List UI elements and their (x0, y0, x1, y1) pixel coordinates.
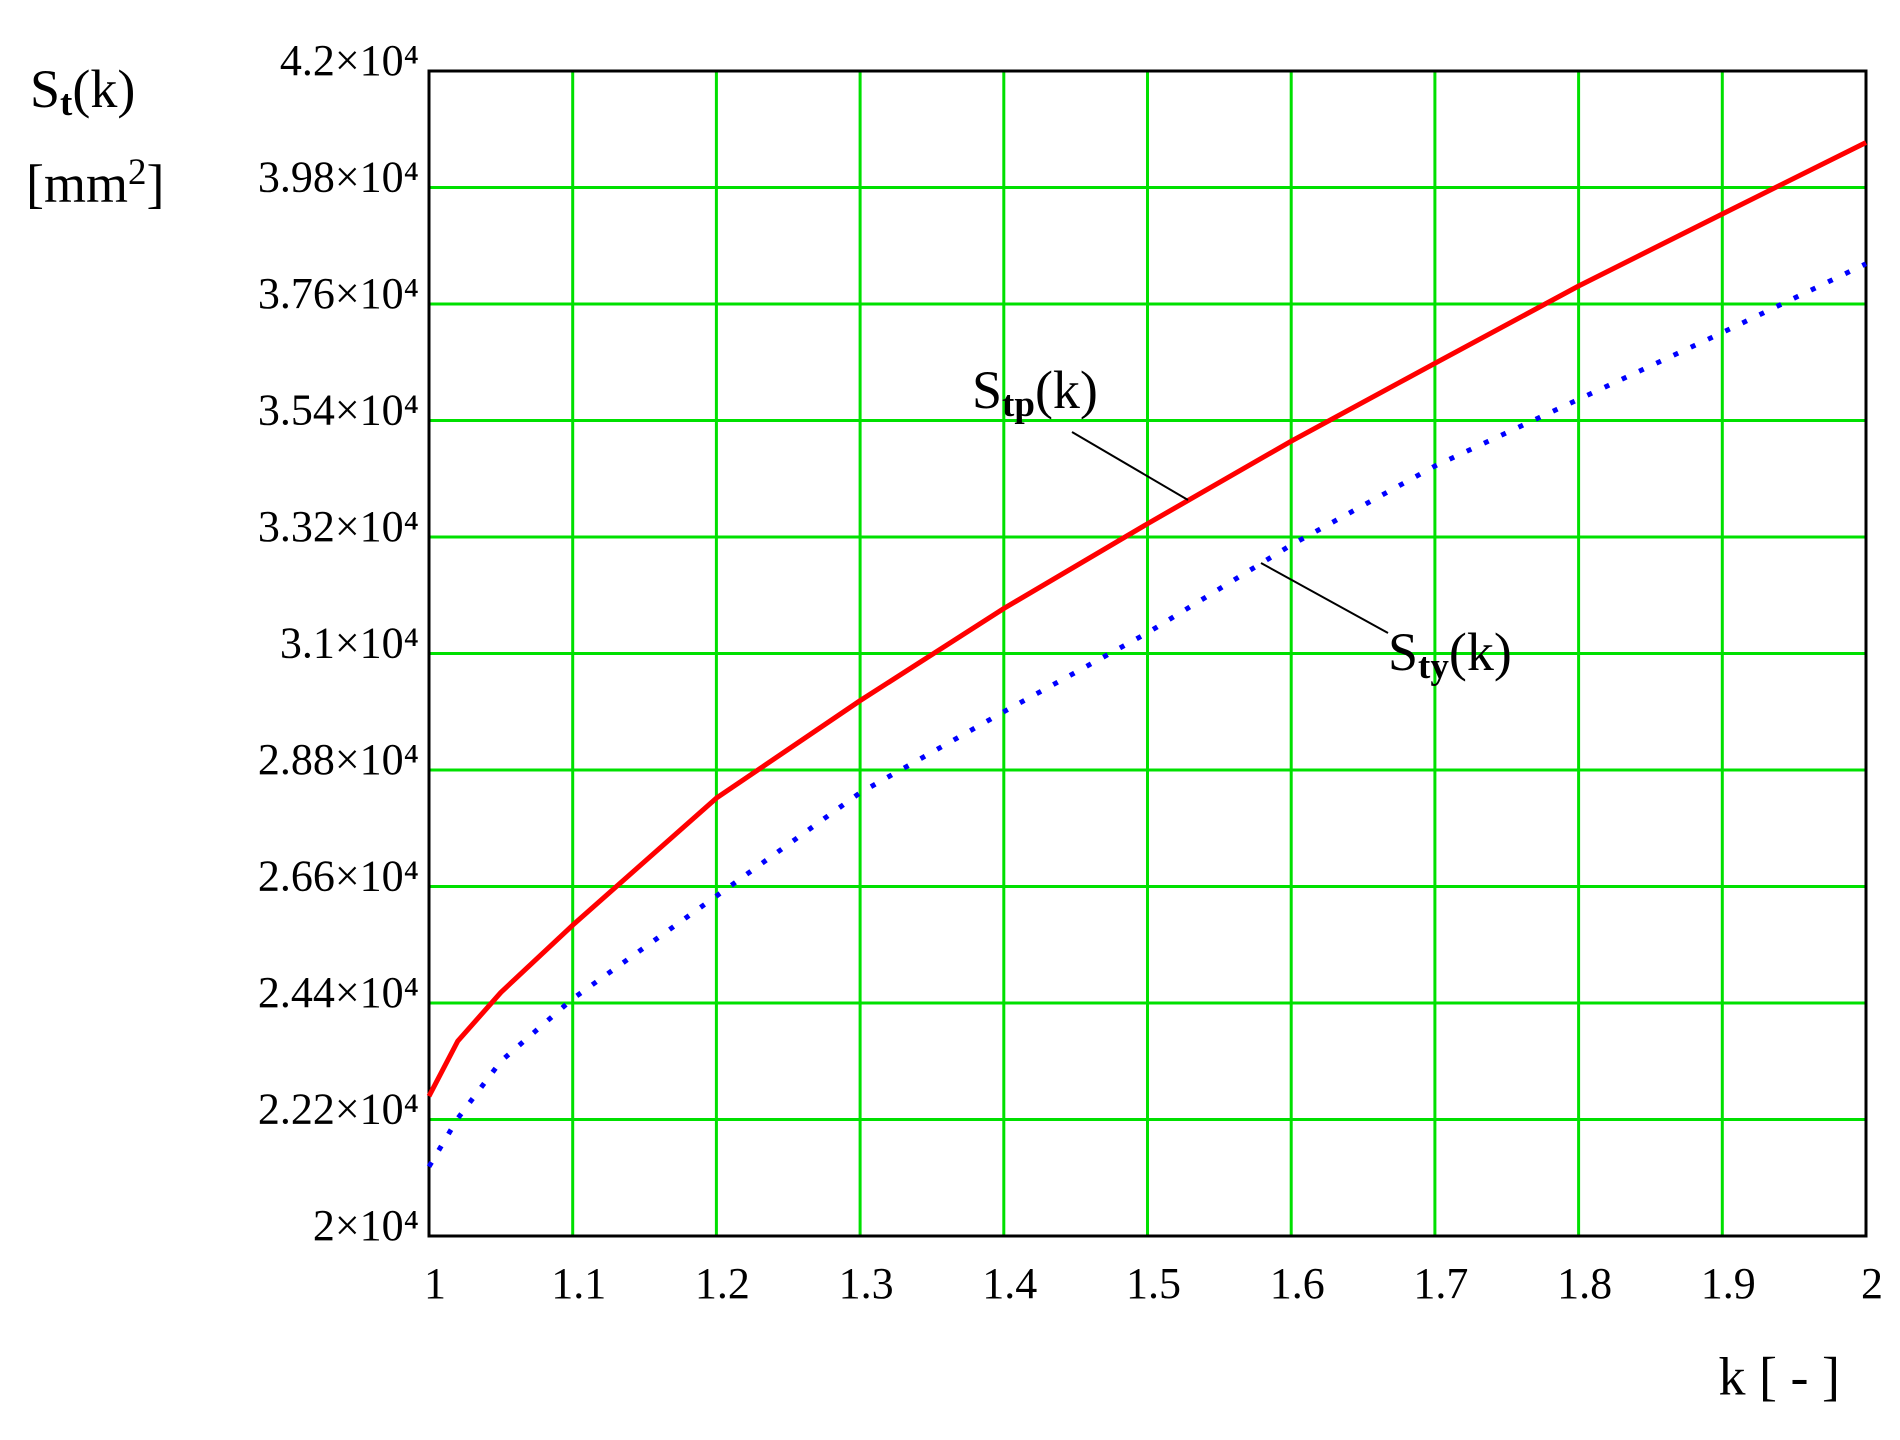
y-tick-label: 3.76×10⁴ (258, 269, 419, 318)
y-tick-label: 4.2×10⁴ (280, 36, 419, 85)
x-tick-label: 1.8 (1557, 1259, 1612, 1308)
y-axis-label-part: S (30, 59, 60, 119)
y-tick-label: 3.98×10⁴ (258, 153, 419, 202)
x-tick-label: 2 (1861, 1259, 1883, 1308)
y-tick-label: 3.1×10⁴ (280, 619, 419, 668)
annotation-leader (1071, 431, 1189, 501)
x-axis-label: k [ - ] (1719, 1346, 1840, 1406)
annotation-leader (1260, 562, 1389, 634)
y-axis-label-part: t (60, 83, 73, 124)
y-axis-units-part: 2 (128, 152, 147, 193)
annotation-part: (k) (1449, 622, 1512, 682)
y-axis-label: St(k) (30, 59, 135, 123)
x-tick-label: 1 (424, 1259, 446, 1308)
x-tick-label: 1.9 (1701, 1259, 1756, 1308)
x-tick-label: 1.3 (839, 1259, 894, 1308)
plot-frame (427, 69, 1868, 1238)
series-line (426, 261, 1868, 1168)
y-axis-units-part: [mm (26, 154, 128, 214)
annotation-part: S (1388, 622, 1418, 682)
y-tick-label: 2.88×10⁴ (258, 735, 419, 784)
annotation: Sty(k) (1388, 622, 1512, 686)
annotation-part: tp (1002, 384, 1035, 425)
x-tick-label: 1.1 (551, 1259, 606, 1308)
y-axis-units: [mm2] (26, 152, 164, 215)
x-tick-label: 1.4 (982, 1259, 1037, 1308)
x-tick-label: 1.6 (1270, 1259, 1325, 1308)
annotation-part: (k) (1035, 360, 1098, 420)
y-tick-label: 2.22×10⁴ (258, 1085, 419, 1134)
x-tick-label: 1.2 (695, 1259, 750, 1308)
y-tick-label: 2.66×10⁴ (258, 852, 419, 901)
annotation-part: ty (1418, 646, 1449, 687)
annotation-part: S (972, 360, 1002, 420)
y-axis-units-part: ] (147, 154, 165, 214)
y-tick-label: 3.32×10⁴ (258, 502, 419, 551)
annotation: Stp(k) (972, 360, 1098, 424)
y-tick-label: 2.44×10⁴ (258, 968, 419, 1017)
x-tick-label: 1.5 (1126, 1259, 1181, 1308)
y-tick-label: 3.54×10⁴ (258, 386, 419, 435)
x-tick-label: 1.7 (1413, 1259, 1468, 1308)
y-axis-label-part: (k) (72, 59, 135, 119)
y-tick-label: 2×10⁴ (313, 1201, 419, 1250)
series-line (426, 140, 1868, 1098)
